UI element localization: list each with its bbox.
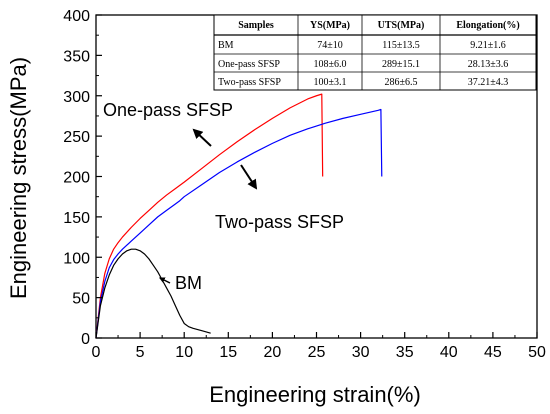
table-cell: 100±3.1 xyxy=(314,77,347,88)
y-tick-label: 350 xyxy=(63,48,90,65)
table-cell: BM xyxy=(218,40,234,51)
x-tick-label: 10 xyxy=(175,344,193,361)
properties-table: Samples YS(MPa) UTS(MPa) Elongation(%) BM 74±… xyxy=(213,14,537,91)
table-cell: 9.21±1.6 xyxy=(470,40,506,51)
annotation-two-pass-arrow xyxy=(240,164,258,190)
x-tick-label: 20 xyxy=(264,344,282,361)
plot-area: One-pass SFSP Two-pass SFSP BM Samples YS… xyxy=(95,14,538,339)
table-cell: 289±15.1 xyxy=(382,59,420,70)
y-tick-label: 250 xyxy=(63,129,90,146)
table-cell: 286±6.5 xyxy=(385,77,418,88)
table-cell: 108±6.0 xyxy=(314,59,347,70)
annotation-two-pass-label: Two-pass SFSP xyxy=(215,212,344,232)
table-cell: 74±10 xyxy=(317,40,343,51)
x-tick-label: 0 xyxy=(92,344,101,361)
y-axis: 0 50 100 150 200 250 300 350 400 xyxy=(63,8,102,348)
y-axis-title: Engineering stress(MPa) xyxy=(6,57,31,299)
table-header-cell: Samples xyxy=(238,20,274,31)
annotation-bm-label: BM xyxy=(175,273,202,293)
table-cell: 28.13±3.6 xyxy=(468,59,509,70)
y-tick-label: 300 xyxy=(63,89,90,106)
table-header-cell: Elongation(%) xyxy=(456,20,519,31)
table-cell: 115±13.5 xyxy=(382,40,420,51)
x-axis-title: Engineering strain(%) xyxy=(209,382,421,407)
y-tick-label: 150 xyxy=(63,210,90,227)
series-layer xyxy=(95,93,383,339)
series-line-two-pass-sfsp xyxy=(95,108,383,339)
table-cell: Two-pass SFSP xyxy=(218,77,281,88)
y-tick-label: 50 xyxy=(72,291,90,308)
y-tick-label: 0 xyxy=(81,331,90,348)
x-tick-label: 35 xyxy=(396,344,414,361)
annotation-bm-arrow xyxy=(158,277,171,284)
annotation-layer: One-pass SFSP Two-pass SFSP BM xyxy=(103,100,344,293)
x-tick-label: 30 xyxy=(352,344,370,361)
annotation-one-pass-arrow xyxy=(192,128,212,147)
x-tick-label: 5 xyxy=(136,344,145,361)
x-tick-label: 25 xyxy=(308,344,326,361)
table-frame xyxy=(213,14,537,91)
x-axis: 0 5 10 15 20 25 30 35 40 45 50 xyxy=(92,332,546,361)
table-cell: 37.21±4.3 xyxy=(468,77,509,88)
x-tick-label: 15 xyxy=(219,344,237,361)
table-header-cell: UTS(MPa) xyxy=(378,20,425,31)
table-cell: One-pass SFSP xyxy=(218,59,280,70)
x-tick-label: 40 xyxy=(440,344,458,361)
x-tick-label: 45 xyxy=(484,344,502,361)
series-line-bm xyxy=(95,248,211,339)
annotation-one-pass-label: One-pass SFSP xyxy=(103,100,233,120)
x-tick-label: 50 xyxy=(528,344,546,361)
series-line-one-pass-sfsp xyxy=(95,93,324,339)
table-header-cell: YS(MPa) xyxy=(310,20,350,31)
y-tick-label: 200 xyxy=(63,170,90,187)
y-tick-label: 100 xyxy=(63,250,90,267)
y-tick-label: 400 xyxy=(63,8,90,25)
